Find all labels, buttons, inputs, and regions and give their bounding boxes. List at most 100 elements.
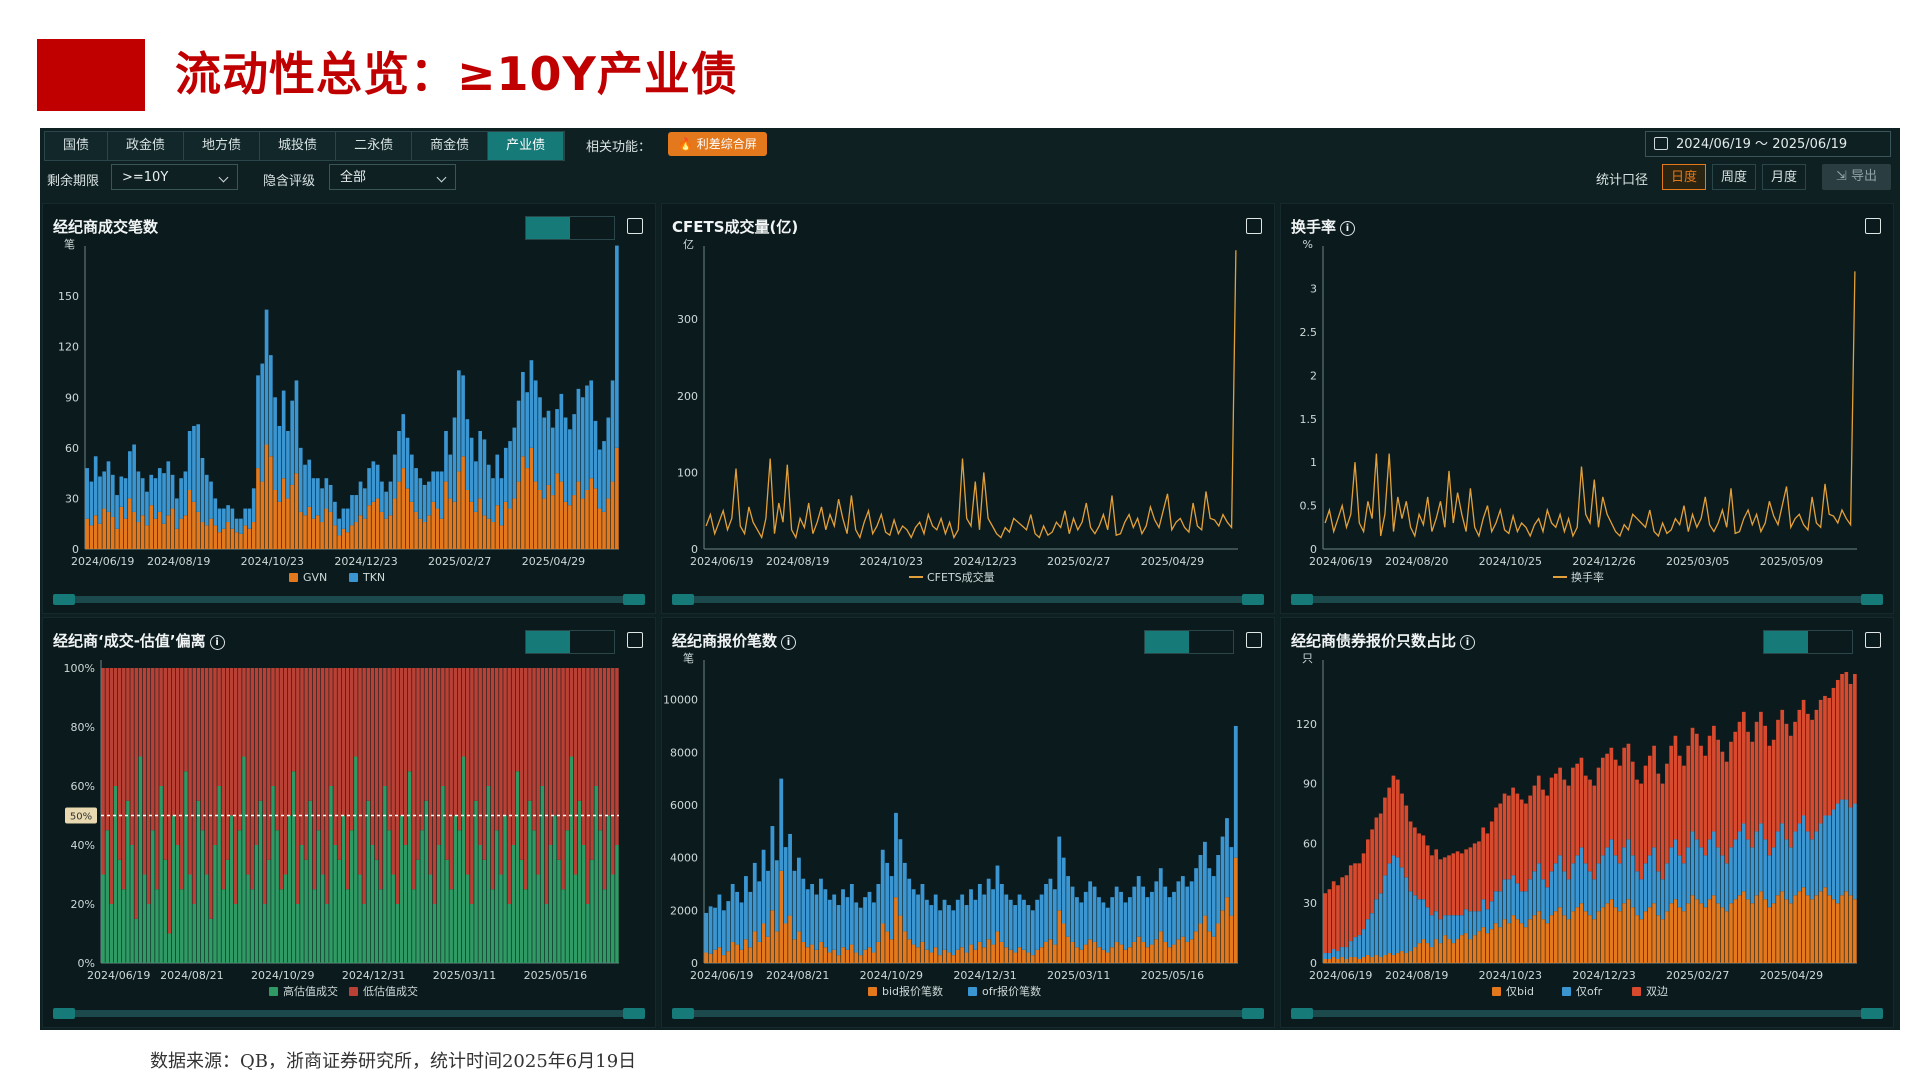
y-tick-label: 150 (58, 290, 79, 303)
bar-1-19 (1404, 877, 1409, 954)
bar-2-64 (1596, 767, 1601, 864)
bar-0-95 (1729, 903, 1733, 963)
bar-1-99 (511, 668, 516, 845)
y-tick-label: 2 (1310, 369, 1317, 382)
chart-plot: 笔 0 30 60 90 120 150 2024/06/19 2024/08/19 2024/1… (53, 237, 645, 605)
bar-1-16 (167, 668, 172, 934)
tab-4[interactable]: 二永债 (336, 132, 413, 160)
expand-icon[interactable] (1246, 218, 1262, 234)
bar-1-68 (1613, 855, 1618, 908)
bar-1-54 (315, 478, 320, 516)
bar-1-62 (350, 495, 354, 526)
stat-option-weekly[interactable]: 周度 (1712, 164, 1757, 190)
bar-2-19 (1404, 805, 1409, 878)
bar-1-38 (258, 668, 263, 801)
bar-0-80 (1057, 910, 1062, 963)
bar-0-120 (598, 830, 603, 963)
bar-chart-icon[interactable] (526, 217, 570, 239)
tab-2[interactable]: 地方债 (184, 132, 261, 160)
stat-option-monthly[interactable]: 月度 (1762, 164, 1807, 190)
bar-0-105 (536, 874, 540, 963)
chart-type-toggle[interactable] (1144, 630, 1234, 654)
chart-type-toggle[interactable] (525, 216, 615, 240)
tab-0[interactable]: 国债 (45, 132, 109, 160)
expand-icon[interactable] (627, 218, 643, 234)
chart-plot: % 0 0.5 1 1.5 2 2.5 3 2024/06/19 2024/08/20 2024/1… (1291, 238, 1883, 605)
bar-0-113 (1806, 895, 1810, 963)
bar-2-66 (1605, 753, 1609, 848)
bar-0-31 (229, 815, 234, 963)
bar-1-6 (730, 883, 735, 942)
tab-5[interactable]: 商金债 (412, 132, 489, 160)
info-icon[interactable]: i (781, 635, 797, 650)
bar-chart-icon[interactable] (526, 631, 570, 653)
bar-1-115 (576, 388, 581, 482)
bar-1-44 (283, 668, 288, 875)
expand-icon[interactable] (1865, 218, 1881, 234)
bar-2-93 (1720, 751, 1725, 856)
bar-0-102 (523, 889, 528, 963)
spread-screen-button[interactable]: 🔥 利差综合屏 (668, 132, 767, 156)
bar-2-2 (1331, 881, 1336, 950)
info-icon[interactable]: i (1460, 635, 1476, 650)
bar-chart-icon[interactable] (1764, 631, 1808, 653)
expand-icon[interactable] (1865, 632, 1881, 648)
tab-3[interactable]: 城投债 (260, 132, 337, 160)
bar-1-97 (1737, 831, 1742, 896)
bar-0-90 (469, 501, 474, 549)
bar-1-65 (362, 488, 367, 519)
bar-chart-icon[interactable] (1145, 631, 1189, 653)
rating-select[interactable]: 全部 (329, 164, 456, 190)
bar-2-112 (1801, 699, 1806, 816)
bar-1-10 (1366, 919, 1370, 956)
bar-1-45 (902, 862, 907, 932)
bar-1-85 (448, 454, 453, 499)
bar-0-33 (238, 830, 242, 963)
bar-0-116 (1818, 891, 1823, 963)
chart-type-toggle[interactable] (1763, 630, 1853, 654)
bar-0-19 (1404, 953, 1409, 963)
bar-0-37 (254, 845, 259, 963)
bar-0-1 (105, 830, 109, 963)
expand-icon[interactable] (1246, 632, 1262, 648)
bar-1-83 (445, 668, 449, 860)
bar-1-122 (1844, 799, 1849, 892)
bar-1-73 (1026, 905, 1031, 953)
y-tick-label: 120 (58, 341, 79, 354)
bar-1-63 (362, 668, 366, 904)
y-tick-label: 100% (64, 662, 95, 675)
tab-6[interactable]: 产业债 (488, 132, 565, 160)
bar-0-87 (1694, 899, 1699, 963)
bar-1-51 (1541, 879, 1545, 920)
bar-0-2 (109, 904, 114, 963)
bar-1-11 (1370, 913, 1374, 958)
bar-0-63 (354, 522, 359, 549)
bar-0-98 (507, 904, 511, 963)
tab-1[interactable]: 政金债 (108, 132, 185, 160)
bar-0-6 (126, 800, 130, 963)
bar-0-26 (819, 941, 823, 963)
expand-icon[interactable] (627, 632, 643, 648)
x-tick-label: 2024/06/19 (690, 555, 753, 568)
bar-1-92 (1110, 897, 1115, 948)
y-tick-label: 1 (1310, 456, 1317, 469)
bar-0-63 (982, 947, 987, 963)
export-button[interactable]: ⇲ 导出 (1822, 164, 1891, 190)
bar-1-116 (1216, 855, 1221, 924)
term-select[interactable]: >=10Y (111, 164, 238, 190)
bar-1-68 (1004, 894, 1009, 948)
info-icon[interactable]: i (209, 635, 225, 650)
bar-0-104 (532, 830, 536, 963)
bar-1-123 (1848, 807, 1853, 896)
bar-0-66 (367, 505, 371, 549)
bar-1-24 (187, 431, 192, 490)
bar-1-25 (192, 425, 196, 502)
chart-type-toggle[interactable] (525, 630, 615, 654)
bar-0-57 (955, 949, 960, 963)
date-range-picker[interactable]: 2024/06/19 ～ 2025/06/19 (1645, 131, 1891, 157)
info-icon[interactable]: i (1340, 221, 1356, 236)
bar-0-102 (521, 456, 525, 549)
stat-option-daily[interactable]: 日度 (1662, 164, 1707, 190)
bar-0-43 (268, 456, 273, 549)
bar-0-16 (153, 518, 158, 549)
